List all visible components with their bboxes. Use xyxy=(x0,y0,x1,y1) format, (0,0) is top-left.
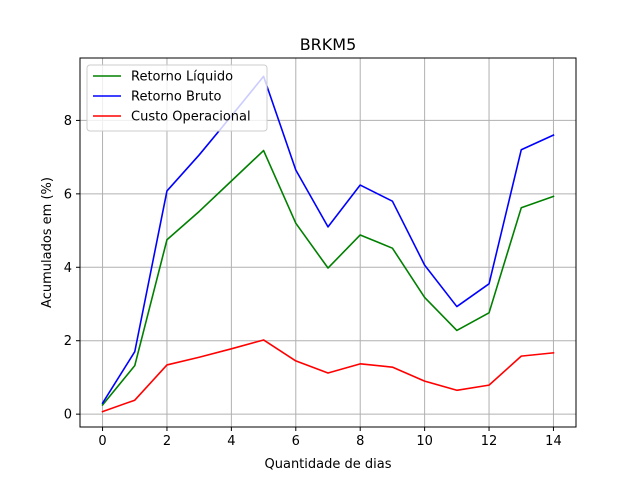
y-tick-label: 4 xyxy=(64,261,72,276)
y-axis-ticks: 0 2 4 6 8 xyxy=(64,114,80,423)
y-tick-label: 0 xyxy=(64,408,72,423)
x-tick-label: 14 xyxy=(545,434,562,449)
legend: Retorno Líquido Retorno Bruto Custo Operac… xyxy=(86,64,268,132)
legend-label: Retorno Líquido xyxy=(131,70,233,85)
x-tick-label: 6 xyxy=(292,434,300,449)
legend-label: Retorno Bruto xyxy=(131,90,222,105)
x-tick-label: 8 xyxy=(356,434,364,449)
x-tick-label: 4 xyxy=(227,434,235,449)
data-series xyxy=(101,75,555,413)
x-tick-label: 12 xyxy=(481,434,498,449)
legend-box xyxy=(86,64,268,132)
chart-title: BRKM5 xyxy=(300,35,357,54)
x-tick-label: 10 xyxy=(416,434,433,449)
y-tick-label: 8 xyxy=(64,114,72,129)
x-tick-label: 2 xyxy=(163,434,171,449)
y-axis-label: Acumulados em (%) xyxy=(40,177,55,308)
legend-label: Custo Operacional xyxy=(131,110,251,125)
series-line-custo-operacional xyxy=(101,339,555,413)
x-tick-label: 0 xyxy=(98,434,106,449)
y-tick-label: 6 xyxy=(64,187,72,202)
series-line-retorno-liquido xyxy=(101,149,555,407)
y-tick-label: 2 xyxy=(64,334,72,349)
plot-frame xyxy=(79,57,577,428)
series-line-retorno-bruto xyxy=(101,75,555,405)
x-axis-ticks: 0 2 4 6 8 10 12 14 xyxy=(98,427,562,449)
x-axis-label: Quantidade de dias xyxy=(265,457,392,472)
